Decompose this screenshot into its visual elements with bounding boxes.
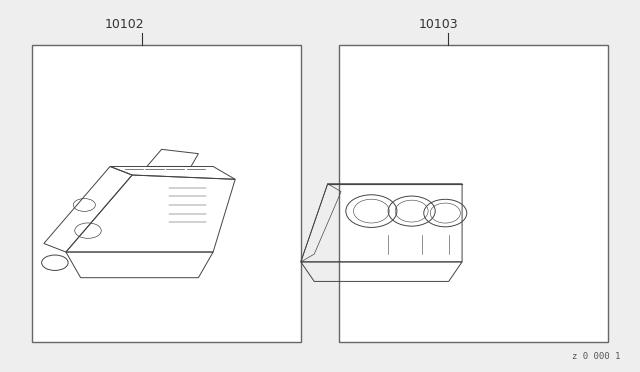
Bar bbox=[339, 45, 608, 342]
Text: 10103: 10103 bbox=[419, 17, 458, 31]
Bar bbox=[32, 45, 301, 342]
Text: z 0 000 1: z 0 000 1 bbox=[572, 352, 621, 361]
Text: 10102: 10102 bbox=[105, 17, 145, 31]
